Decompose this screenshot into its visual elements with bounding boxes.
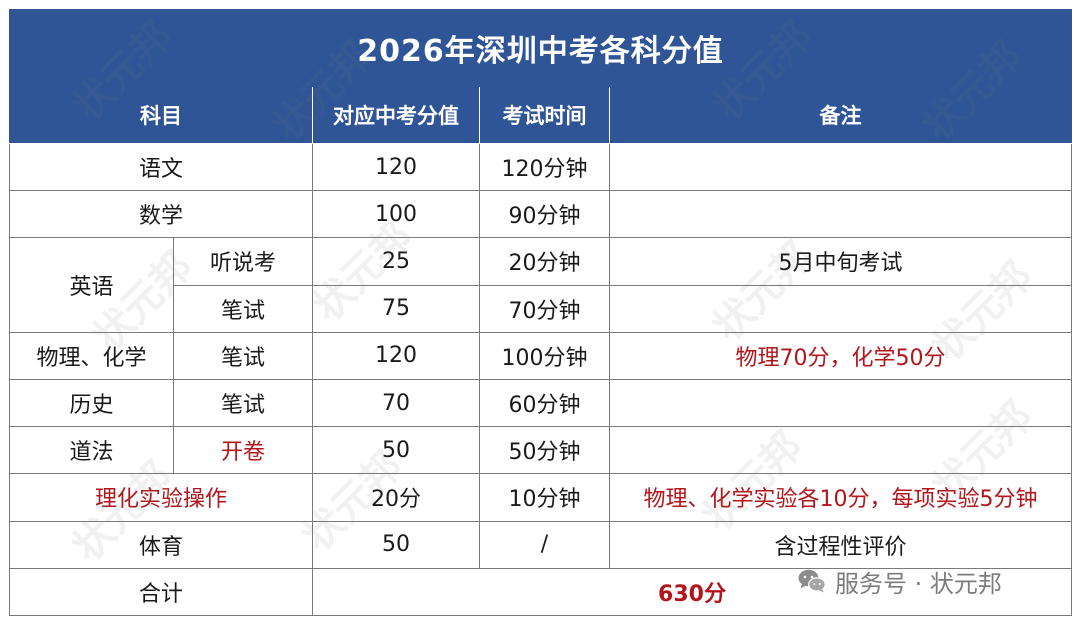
score-cell: 75 [312, 284, 480, 333]
score-cell: 70 [312, 378, 480, 428]
table-row: 道法 开卷 50 50分钟 [9, 426, 1072, 475]
table-row: 英语 听说考 25 20分钟 5月中旬考试 [9, 237, 1072, 333]
table-title: 2026年深圳中考各科分值 [9, 9, 1072, 87]
source-label: 服务号 · 状元邦 [835, 569, 1002, 598]
note-cell [609, 142, 1072, 192]
header-row: 科目 对应中考分值 考试时间 备注 [9, 86, 1072, 144]
note-cell: 含过程性评价 [609, 520, 1072, 569]
time-cell: 10分钟 [479, 473, 610, 522]
time-cell: 100分钟 [479, 331, 610, 380]
score-cell: 20分 [312, 473, 480, 522]
source-badge: 服务号 · 状元邦 [797, 566, 1002, 598]
score-cell: 50 [312, 520, 480, 569]
score-cell: 120 [312, 331, 480, 380]
header-subject: 科目 [9, 86, 313, 144]
note-cell: 5月中旬考试 [609, 237, 1072, 286]
note-cell [609, 284, 1072, 333]
score-cell: 120 [312, 142, 480, 192]
subject-cell: 历史 [9, 378, 174, 428]
time-cell: 70分钟 [479, 284, 610, 333]
time-cell: 50分钟 [479, 426, 610, 475]
time-cell: 20分钟 [479, 237, 610, 286]
total-label: 合计 [9, 567, 313, 617]
time-cell: 60分钟 [479, 378, 610, 428]
note-cell [609, 378, 1072, 428]
subject-cell: 物理、化学 [9, 331, 174, 380]
table-row: 数学 100 90分钟 [9, 190, 1072, 239]
part-cell: 开卷 [173, 426, 313, 475]
header-note: 备注 [609, 86, 1072, 144]
part-cell: 笔试 [173, 378, 313, 428]
subject-cell: 体育 [9, 520, 313, 569]
time-cell: 90分钟 [479, 190, 610, 239]
table-row: 体育 50 / 含过程性评价 [9, 520, 1072, 569]
time-cell: 120分钟 [479, 142, 610, 192]
part-cell: 笔试 [173, 284, 313, 333]
subject-cell: 理化实验操作 [9, 473, 313, 522]
total-row: 合计 630分 [9, 567, 1072, 617]
header-score: 对应中考分值 [312, 86, 480, 144]
table-row: 理化实验操作 20分 10分钟 物理、化学实验各10分，每项实验5分钟 [9, 473, 1072, 522]
table-row: 历史 笔试 70 60分钟 [9, 378, 1072, 428]
subject-cell: 数学 [9, 190, 313, 239]
score-cell: 25 [312, 237, 480, 286]
time-cell: / [479, 520, 610, 569]
score-table: 2026年深圳中考各科分值 科目 对应中考分值 考试时间 备注 语文 120 1… [9, 9, 1072, 617]
note-cell [609, 190, 1072, 239]
score-cell: 100 [312, 190, 480, 239]
note-cell: 物理、化学实验各10分，每项实验5分钟 [609, 473, 1072, 522]
wechat-icon [797, 568, 827, 594]
subject-cell: 道法 [9, 426, 174, 475]
note-cell [609, 426, 1072, 475]
table-row: 物理、化学 笔试 120 100分钟 物理70分，化学50分 [9, 331, 1072, 380]
part-cell: 笔试 [173, 331, 313, 380]
part-cell: 听说考 [173, 237, 313, 286]
subject-cell: 语文 [9, 142, 313, 192]
header-time: 考试时间 [479, 86, 610, 144]
total-value: 630分 [312, 567, 1072, 617]
score-cell: 50 [312, 426, 480, 475]
note-cell: 物理70分，化学50分 [609, 331, 1072, 380]
table-row: 语文 120 120分钟 [9, 142, 1072, 192]
subject-cell: 英语 [9, 237, 174, 333]
